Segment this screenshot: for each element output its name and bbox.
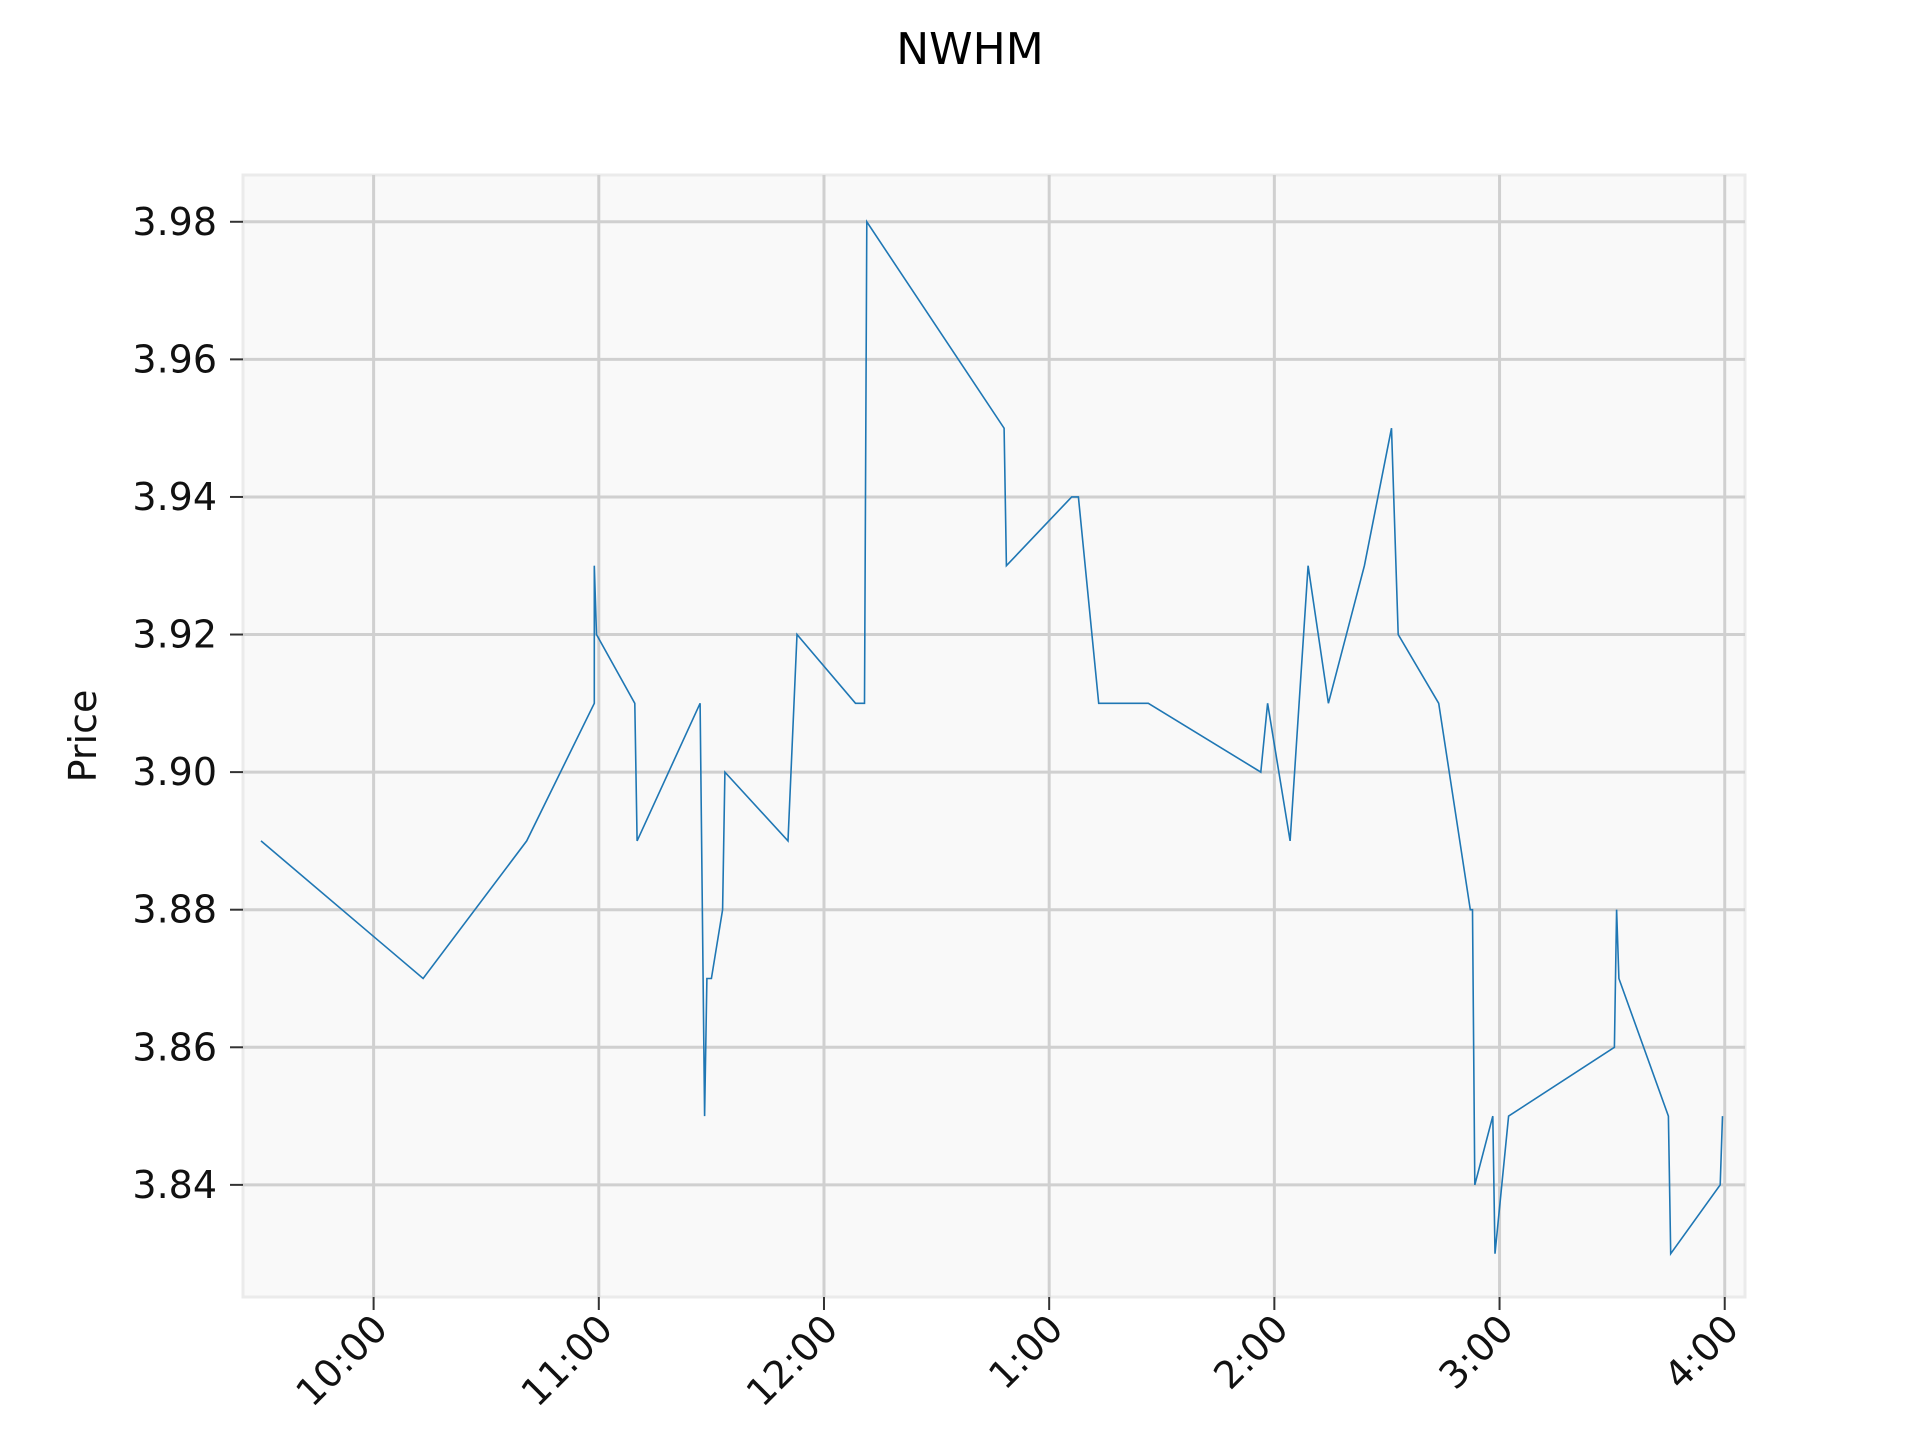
y-tick-label: 3.98 [132,200,217,244]
grid-lines [243,175,1745,1297]
x-tick-label: 12:00 [738,1306,847,1415]
y-tick-label: 3.90 [132,750,217,794]
x-tick-label: 2:00 [1205,1306,1296,1397]
chart-title: NWHM [896,24,1043,75]
y-tick-label: 3.86 [132,1025,217,1069]
x-tick-label: 4:00 [1656,1306,1747,1397]
x-tick-label: 10:00 [287,1306,396,1415]
y-tick-label: 3.94 [132,475,217,519]
y-tick-label: 3.92 [132,613,217,657]
data-series [260,219,1724,1257]
y-tick-label: 3.84 [132,1163,217,1207]
x-tick-label: 3:00 [1430,1306,1521,1397]
x-tick-label: 11:00 [513,1306,622,1415]
y-tick-label: 3.88 [132,888,217,932]
price-series-line [260,219,1724,1257]
y-axis-label: Price [61,690,105,783]
x-tick-label: 1:00 [980,1306,1071,1397]
plot-area [241,173,1747,1299]
y-tick-label: 3.96 [132,337,217,381]
